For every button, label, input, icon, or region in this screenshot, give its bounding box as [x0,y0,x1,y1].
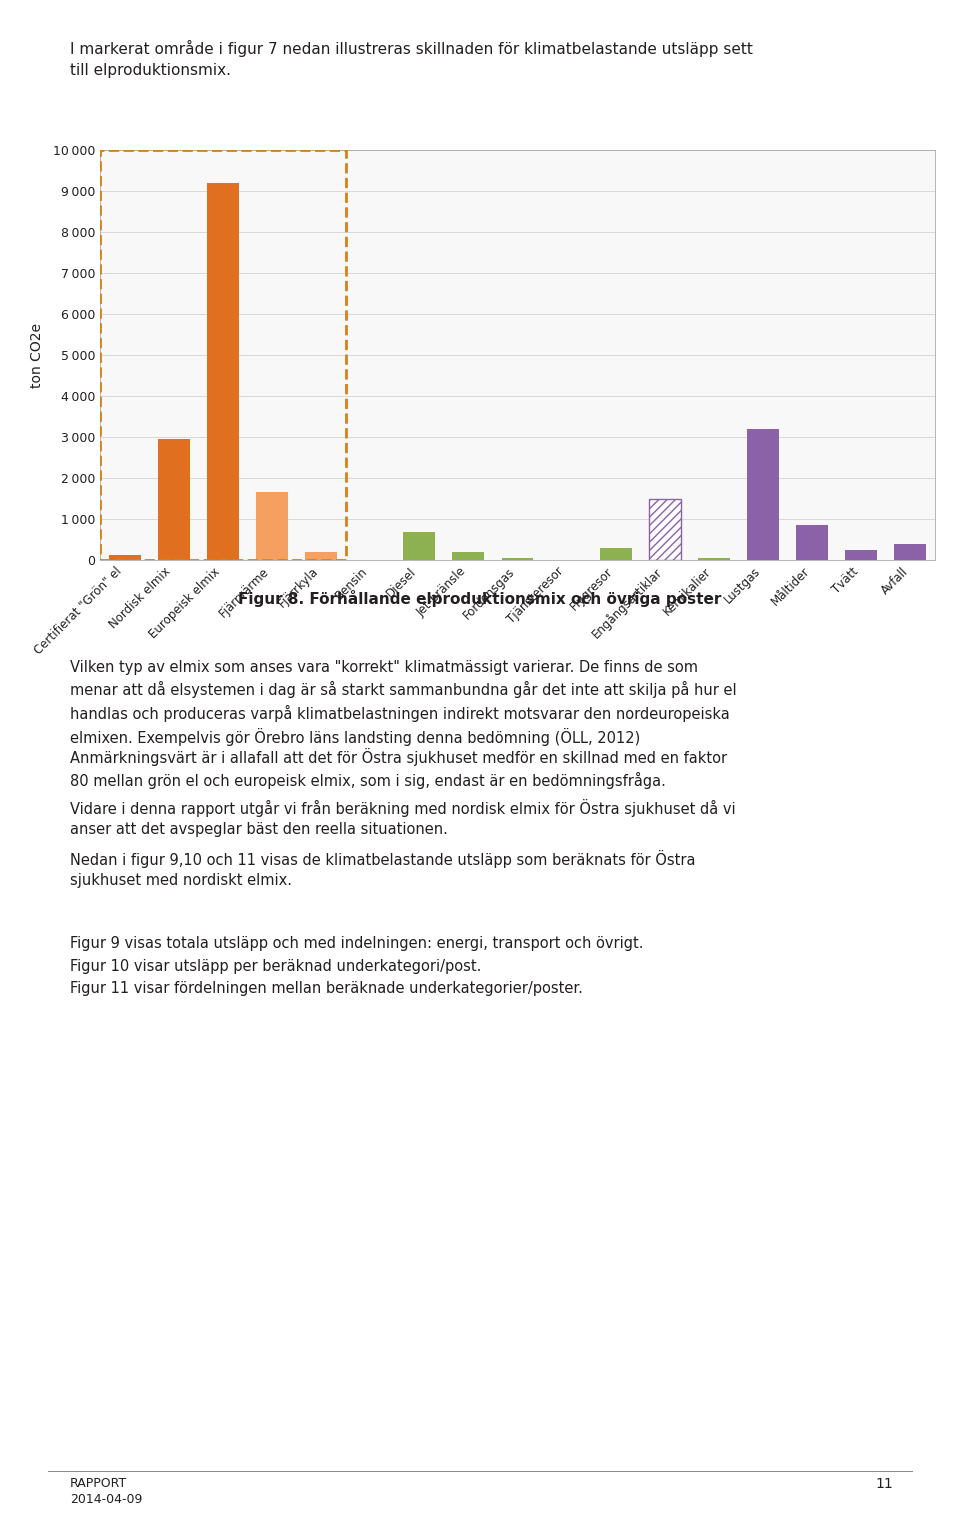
Text: Figur 11 visar fördelningen mellan beräknade underkategorier/poster.: Figur 11 visar fördelningen mellan beräk… [70,982,583,997]
Bar [698,558,730,560]
Bar [206,183,239,560]
Text: 11: 11 [876,1477,893,1491]
Bar [895,544,926,560]
Bar [600,547,632,560]
Text: Figur 9 visas totala utsläpp och med indelningen: energi, transport och övrigt.: Figur 9 visas totala utsläpp och med ind… [70,936,643,951]
Text: Figur 8. Förhållande elproduktionsmix och övriga poster: Figur 8. Förhållande elproduktionsmix oc… [238,590,722,607]
Text: Vilken typ av elmix som anses vara "korrekt" klimatmässigt varierar. De finns de: Vilken typ av elmix som anses vara "korr… [70,661,736,746]
Y-axis label: ton CO2e: ton CO2e [31,323,44,387]
Bar [157,439,190,560]
Bar [747,428,780,560]
Bar [256,492,288,560]
Bar [100,150,346,560]
Bar [501,558,534,560]
Bar [305,552,337,560]
Bar [649,500,681,560]
Text: Nedan i figur 9,10 och 11 visas de klimatbelastande utsläpp som beräknats för Ös: Nedan i figur 9,10 och 11 visas de klima… [70,850,696,888]
Text: Anmärkningsvärt är i allafall att det för Östra sjukhuset medför en skillnad med: Anmärkningsvärt är i allafall att det fö… [70,748,728,789]
Text: Figur 10 visar utsläpp per beräknad underkategori/post.: Figur 10 visar utsläpp per beräknad unde… [70,959,482,974]
Bar [108,555,140,560]
Text: Vidare i denna rapport utgår vi från beräkning med nordisk elmix för Östra sjukh: Vidare i denna rapport utgår vi från ber… [70,800,735,838]
Bar [452,552,485,560]
Text: RAPPORT
2014-04-09: RAPPORT 2014-04-09 [70,1477,142,1506]
Text: I markerat område i figur 7 nedan illustreras skillnaden för klimatbelastande ut: I markerat område i figur 7 nedan illust… [70,40,753,78]
Bar [403,532,435,560]
Bar [846,550,877,560]
Bar [796,524,828,560]
